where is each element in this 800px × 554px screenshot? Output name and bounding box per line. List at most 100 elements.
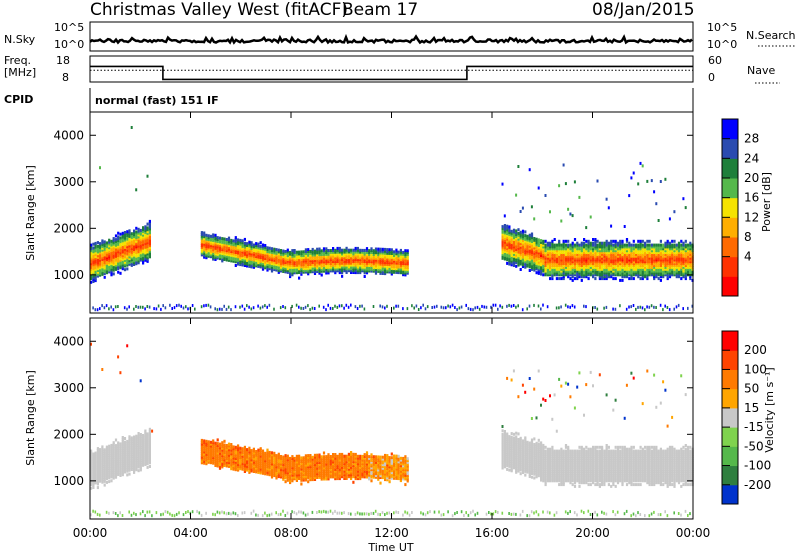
scatter-cell: [295, 454, 298, 458]
scatter-cell: [289, 256, 292, 260]
scatter-cell: [576, 267, 579, 271]
scatter-cell: [117, 241, 120, 244]
scatter-cell: [515, 246, 518, 250]
scatter-cell: [510, 231, 513, 235]
scatter-cell: [273, 249, 276, 253]
scatter-cell: [313, 461, 317, 465]
noise-cell: [641, 306, 644, 310]
noise-cell: [99, 307, 101, 311]
scatter-cell: [304, 458, 307, 461]
scatter-cell: [540, 239, 543, 243]
scatter-cell: [99, 266, 102, 270]
scatter-cell: [666, 243, 669, 247]
scatter-cell: [266, 255, 269, 259]
scatter-cell: [221, 248, 224, 252]
scatter-cell: [121, 458, 124, 462]
scatter-cell: [257, 467, 260, 471]
scatter-cell: [144, 436, 147, 440]
scatter-cell: [103, 455, 106, 459]
scatter-cell: [562, 258, 565, 262]
scatter-cell: [307, 469, 310, 472]
scatter-cell: [399, 267, 402, 271]
scatter-cell: [300, 476, 303, 480]
scatter-cell: [677, 262, 681, 266]
scatter-cell: [144, 238, 147, 242]
scatter-cell: [621, 254, 624, 258]
scatter-cell: [354, 250, 357, 254]
scatter-cell: [264, 260, 267, 264]
scatter-cell: [144, 446, 147, 450]
scatter-cell: [121, 452, 124, 456]
noise-cell: [481, 304, 483, 308]
far-echo-cell: [564, 182, 567, 186]
scatter-cell: [121, 463, 124, 467]
scatter-cell: [90, 477, 93, 481]
colorbar-segment: [722, 178, 738, 199]
scatter-cell: [336, 248, 339, 252]
noise-cell: [612, 307, 614, 311]
scatter-cell: [325, 254, 328, 258]
scatter-cell: [313, 264, 317, 268]
scatter-cell: [644, 243, 647, 247]
scatter-cell: [133, 441, 136, 445]
scatter-cell: [302, 270, 305, 274]
scatter-cell: [501, 228, 504, 232]
scatter-cell: [653, 260, 656, 264]
scatter-cell: [275, 470, 278, 474]
scatter-cell: [101, 250, 104, 254]
scatter-cell: [94, 262, 97, 266]
far-echo-cell: [607, 206, 610, 210]
scatter-cell: [99, 448, 102, 452]
scatter-cell: [264, 451, 267, 455]
scatter-cell: [218, 461, 222, 465]
scatter-cell: [92, 242, 95, 246]
scatter-cell: [644, 269, 647, 273]
scatter-cell: [587, 241, 590, 245]
scatter-cell: [576, 262, 579, 266]
scatter-cell: [646, 256, 649, 260]
scatter-cell: [239, 448, 242, 452]
scatter-cell: [381, 247, 384, 251]
scatter-cell: [214, 451, 217, 454]
scatter-cell: [295, 464, 298, 468]
scatter-cell: [232, 462, 235, 466]
scatter-cell: [246, 245, 249, 249]
scatter-cell: [273, 470, 276, 474]
scatter-cell: [614, 262, 617, 266]
scatter-cell: [112, 253, 115, 257]
scatter-cell: [142, 441, 145, 445]
scatter-cell: [687, 254, 690, 258]
scatter-cell: [361, 250, 364, 254]
scatter-cell: [578, 262, 581, 266]
scatter-cell: [632, 260, 635, 264]
scatter-cell: [273, 253, 276, 257]
scatter-cell: [252, 247, 255, 251]
scatter-cell: [662, 269, 665, 273]
scatter-cell: [558, 260, 561, 264]
scatter-cell: [105, 480, 108, 484]
scatter-cell: [126, 445, 129, 449]
scatter-cell: [535, 237, 538, 241]
noise-cell: [200, 513, 203, 517]
scatter-cell: [207, 447, 210, 451]
scatter-cell: [657, 271, 660, 275]
scatter-cell: [137, 435, 140, 439]
scatter-cell: [309, 261, 312, 264]
scatter-cell: [515, 257, 518, 261]
scatter-cell: [350, 250, 353, 254]
scatter-cell: [350, 254, 353, 258]
scatter-cell: [562, 241, 565, 245]
scatter-cell: [365, 256, 369, 260]
scatter-cell: [587, 249, 590, 253]
scatter-cell: [363, 275, 366, 278]
scatter-cell: [103, 478, 106, 481]
scatter-cell: [110, 239, 113, 243]
scatter-cell: [119, 245, 122, 249]
scatter-cell: [503, 237, 506, 240]
scatter-cell: [343, 261, 346, 265]
scatter-cell: [99, 479, 102, 483]
scatter-cell: [261, 243, 265, 247]
scatter-cell: [625, 275, 629, 279]
scatter-cell: [137, 244, 140, 248]
scatter-cell: [101, 239, 104, 243]
